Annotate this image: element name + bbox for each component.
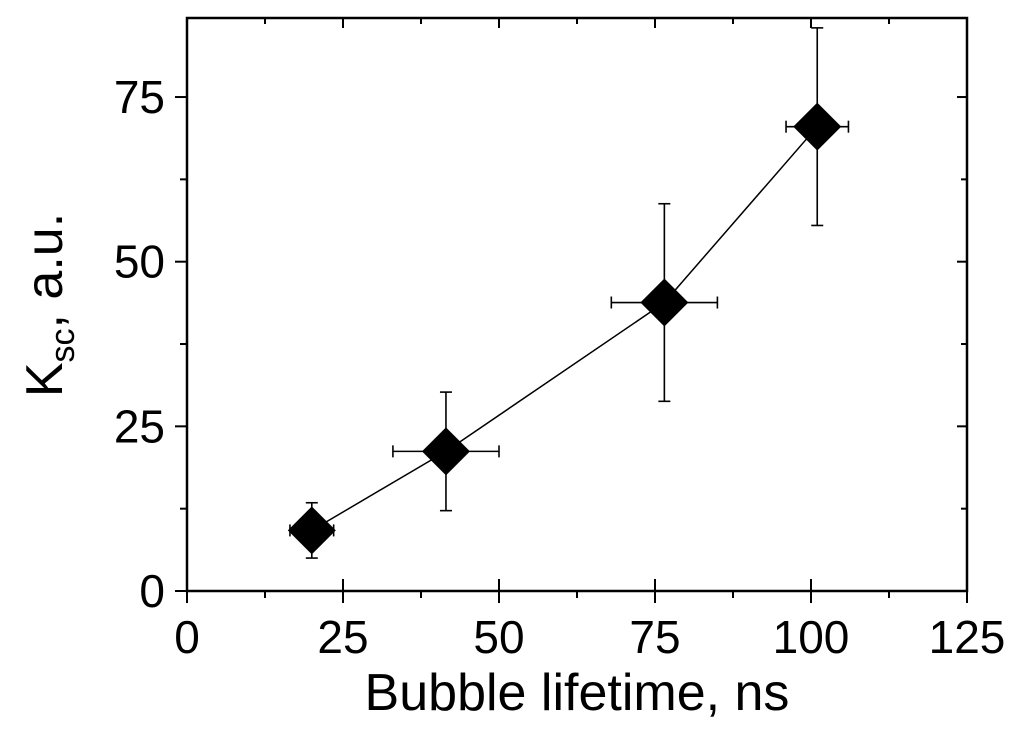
y-axis-label-sub: sc [44, 328, 82, 362]
series-line [311, 126, 818, 532]
y-tick-label: 75 [114, 71, 165, 123]
data-point [640, 278, 689, 327]
data-point [287, 506, 336, 555]
x-tick-label: 0 [174, 611, 200, 663]
y-tick-label: 50 [114, 236, 165, 288]
y-ticks: 0 25 50 75 [114, 71, 967, 617]
x-tick-label: 50 [473, 611, 524, 663]
x-tick-label: 75 [629, 611, 680, 663]
y-axis-label-rest: , a.u. [16, 213, 74, 329]
x-tick-label: 125 [929, 611, 1006, 663]
data-point [793, 102, 842, 151]
x-ticks: 0 25 50 75 100 125 [174, 18, 1005, 663]
x-tick-label: 100 [773, 611, 850, 663]
data-point [421, 427, 470, 476]
plot-area [287, 27, 850, 559]
y-tick-label: 25 [114, 400, 165, 452]
x-axis-label: Bubble lifetime, ns [365, 664, 790, 722]
y-axis-label: Ksc, a.u. [16, 213, 82, 397]
plot-frame [185, 16, 969, 593]
x-tick-label: 25 [317, 611, 368, 663]
axes [185, 16, 969, 593]
y-tick-label: 0 [139, 565, 165, 617]
y-axis-label-main: K [16, 362, 74, 397]
